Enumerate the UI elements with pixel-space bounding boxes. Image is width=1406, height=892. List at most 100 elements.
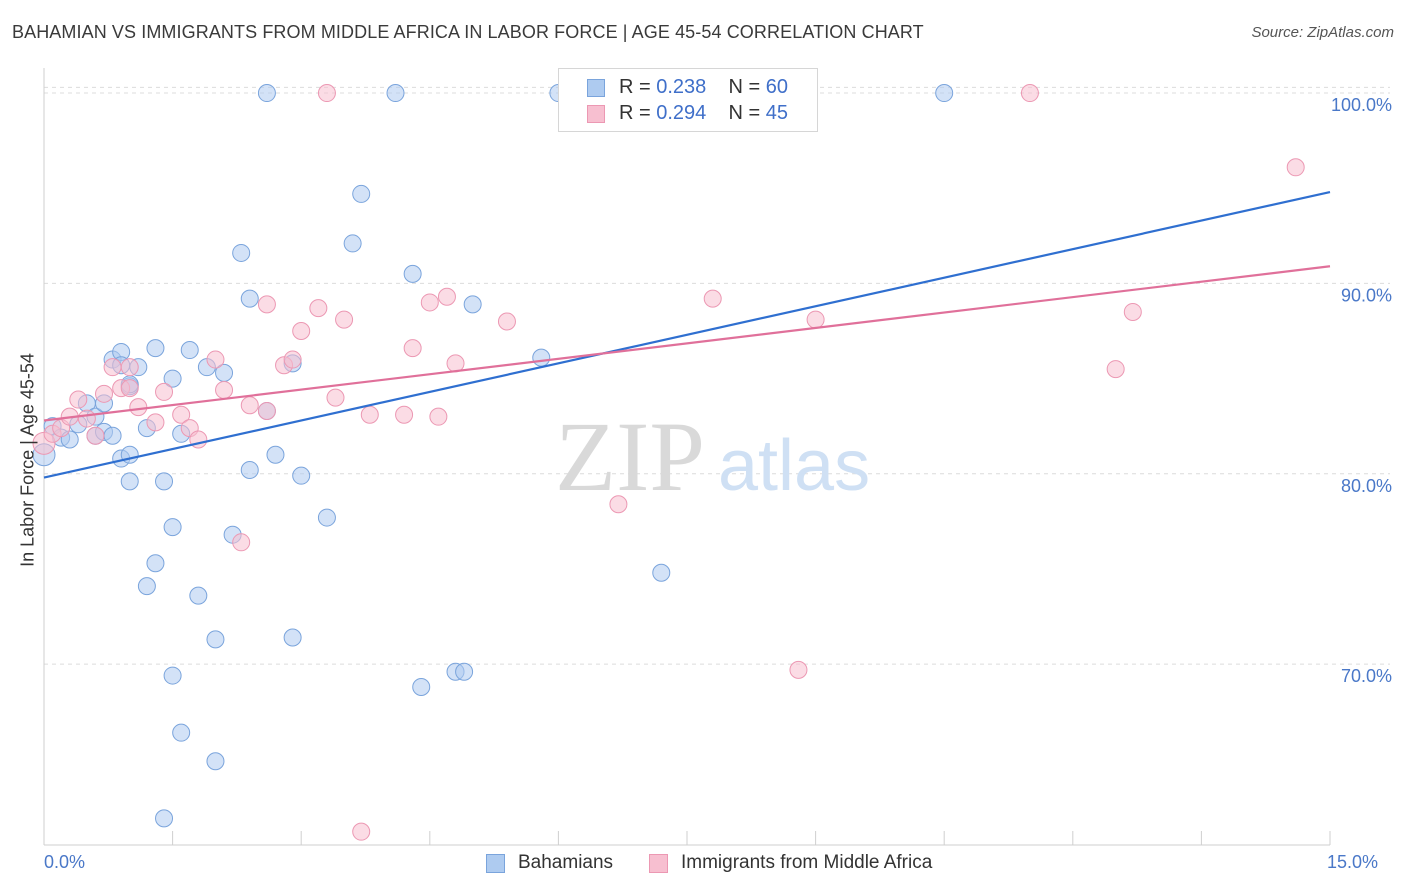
bahamians-point xyxy=(163,518,182,537)
grid-lines xyxy=(43,68,1390,846)
middle-africa-point xyxy=(1123,302,1142,321)
r-label: R = xyxy=(619,76,657,98)
middle-africa-point xyxy=(395,405,414,424)
bahamians-point xyxy=(155,809,174,828)
bahamians-point xyxy=(532,348,551,367)
middle-africa-point xyxy=(292,322,311,340)
y-tick-label: 90.0% xyxy=(1341,285,1392,305)
middle-africa-point xyxy=(172,405,191,424)
middle-africa-point xyxy=(283,350,302,369)
bahamians-point xyxy=(146,339,165,358)
y-tick-label: 100.0% xyxy=(1331,95,1392,115)
data-points xyxy=(32,84,1305,841)
bahamians-point xyxy=(172,723,191,742)
r-label: R = xyxy=(619,102,657,124)
blue-swatch-icon xyxy=(587,79,605,97)
watermark-zip: ZIP xyxy=(555,401,705,512)
bahamians-point xyxy=(343,234,362,253)
bahamians-point xyxy=(120,472,139,491)
middle-africa-point xyxy=(77,409,96,428)
n-value: 60 xyxy=(765,76,789,98)
middle-africa-point xyxy=(497,312,516,331)
bahamians-point xyxy=(232,243,251,262)
middle-africa-point xyxy=(326,388,345,407)
middle-africa-point xyxy=(120,379,139,398)
middle-africa-point xyxy=(206,350,225,369)
middle-africa-point xyxy=(309,299,328,318)
middle-africa-point xyxy=(129,398,148,417)
y-tick-label: 80.0% xyxy=(1341,476,1392,496)
middle-africa-point xyxy=(1286,158,1305,177)
bahamians-point xyxy=(386,84,405,103)
bahamians-point xyxy=(240,289,259,308)
middle-africa-point xyxy=(232,533,251,552)
legend-label: Immigrants from Middle Africa xyxy=(681,852,933,873)
bahamians-point xyxy=(189,586,208,605)
bahamians-point xyxy=(137,577,156,596)
r-value: 0.238 xyxy=(656,76,707,98)
bahamians-point xyxy=(103,426,122,445)
middle-africa-point xyxy=(352,822,371,841)
bahamians-point xyxy=(240,460,259,479)
middle-africa-point xyxy=(257,401,276,420)
n-value: 45 xyxy=(765,102,789,124)
y-axis-labels: 70.0% 80.0% 90.0% 100.0% xyxy=(1331,95,1392,686)
middle-africa-point xyxy=(420,293,439,312)
pink-swatch-icon xyxy=(649,854,668,873)
middle-africa-point xyxy=(335,310,354,329)
legend-label: Bahamians xyxy=(518,852,614,873)
middle-africa-point xyxy=(360,405,379,424)
pink-swatch-icon xyxy=(587,105,605,123)
middle-africa-point xyxy=(95,384,114,403)
chart-title: BAHAMIAN VS IMMIGRANTS FROM MIDDLE AFRIC… xyxy=(12,22,924,42)
source-credit: Source: ZipAtlas.com xyxy=(1251,24,1394,41)
middle-africa-point xyxy=(69,390,88,409)
middle-africa-point xyxy=(429,407,448,426)
bahamians-point xyxy=(206,630,225,649)
trend-lines xyxy=(43,190,1331,479)
middle-africa-point xyxy=(103,358,122,377)
middle-africa-point xyxy=(86,426,105,445)
y-tick-label: 70.0% xyxy=(1341,666,1392,686)
middle-africa-point xyxy=(609,495,628,514)
n-label: N = xyxy=(728,102,766,124)
middle-africa-point xyxy=(1020,84,1039,103)
n-label: N = xyxy=(728,76,766,98)
bahamians-point xyxy=(257,84,276,103)
bahamians-point xyxy=(163,666,182,685)
bahamians-point xyxy=(180,341,199,360)
bahamians-point xyxy=(412,677,431,696)
bahamians-point xyxy=(403,264,422,283)
middle-africa-point xyxy=(317,84,336,103)
middle-africa-point xyxy=(403,339,422,358)
bahamians-point xyxy=(155,472,174,491)
middle-africa-point xyxy=(120,358,139,377)
watermark-atlas: atlas xyxy=(718,426,870,506)
middle-africa-point xyxy=(257,295,276,314)
bahamians-point xyxy=(163,369,182,388)
middle-africa-point xyxy=(240,396,259,415)
y-axis-title: In Labor Force | Age 45-54 xyxy=(17,353,38,567)
x-min-label: 0.0% xyxy=(44,852,86,872)
middle-africa-point xyxy=(215,381,234,400)
x-max-label: 15.0% xyxy=(1327,852,1379,872)
correlation-legend: R = 0.238 N = 60 R = 0.294 N = 45 xyxy=(558,68,818,132)
x-axis-ticks xyxy=(43,831,1331,845)
middle-africa-point xyxy=(806,310,825,329)
bahamians-point xyxy=(352,184,371,203)
bahamians-point xyxy=(292,466,311,485)
bahamians-point xyxy=(652,563,671,582)
bahamians-point xyxy=(266,445,285,464)
r-value: 0.294 xyxy=(656,102,707,124)
bahamians-point xyxy=(317,508,336,527)
middle-africa-trend-line xyxy=(43,265,1331,422)
middle-africa-point xyxy=(703,289,722,308)
bahamians-point xyxy=(206,752,225,771)
blue-swatch-icon xyxy=(486,854,505,873)
middle-africa-point xyxy=(146,413,165,432)
middle-africa-point xyxy=(155,382,174,401)
bahamians-trend-line xyxy=(43,190,1331,479)
bahamians-point xyxy=(146,554,165,573)
bahamians-point xyxy=(455,662,474,681)
